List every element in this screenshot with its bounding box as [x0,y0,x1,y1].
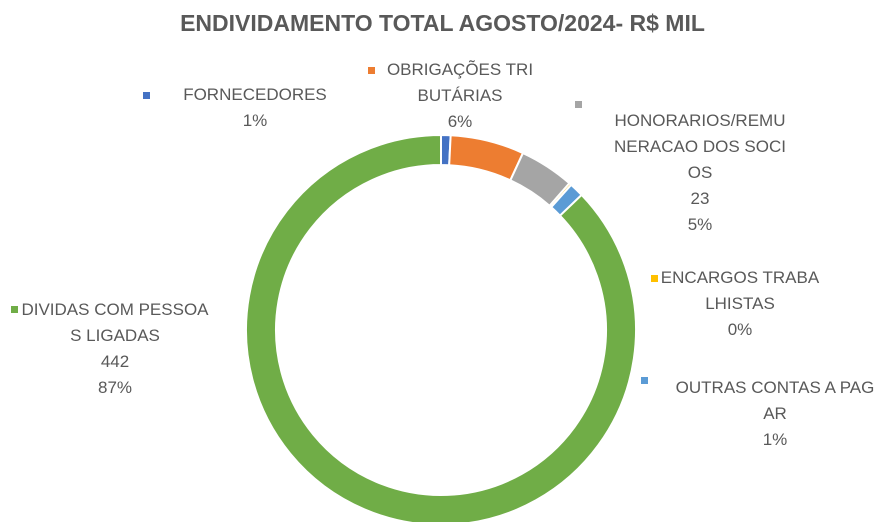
donut-slice [448,134,525,182]
data-label: FORNECEDORES 1% [150,82,360,134]
percent-label: 0% [727,320,753,339]
legend-swatch [11,306,18,313]
donut-slice [245,133,637,522]
value-label: 442 [100,352,130,371]
data-label: OUTRAS CONTAS A PAGAR 1% [670,375,880,453]
category-label: OUTRAS CONTAS A PAGAR [675,378,875,423]
percent-label: 1% [762,430,788,449]
category-label: OBRIGAÇÕES TRIBUTÁRIAS [386,60,534,105]
legend-swatch [651,275,658,282]
data-label: OBRIGAÇÕES TRIBUTÁRIAS 6% [385,57,535,135]
percent-label: 1% [242,111,268,130]
percent-label: 5% [687,215,713,234]
value-label: 23 [690,189,710,208]
data-label: ENCARGOS TRABALHISTAS 0% [660,265,820,343]
legend-swatch [641,377,648,384]
data-label: HONORARIOS/REMUNERACAO DOS SOCIOS 23 5% [610,108,790,238]
legend-swatch [143,92,150,99]
category-label: DIVIDAS COM PESSOAS LIGADAS [21,300,209,345]
percent-label: 87% [97,378,133,397]
category-label: HONORARIOS/REMUNERACAO DOS SOCIOS [614,111,786,182]
data-label: DIVIDAS COM PESSOAS LIGADAS 442 87% [20,297,210,401]
category-label: ENCARGOS TRABALHISTAS [660,268,820,313]
percent-label: 6% [447,112,473,131]
chart-title: ENDIVIDAMENTO TOTAL AGOSTO/2024- R$ MIL [180,10,705,36]
category-label: FORNECEDORES [183,85,327,104]
legend-swatch [575,101,582,108]
legend-swatch [368,67,375,74]
